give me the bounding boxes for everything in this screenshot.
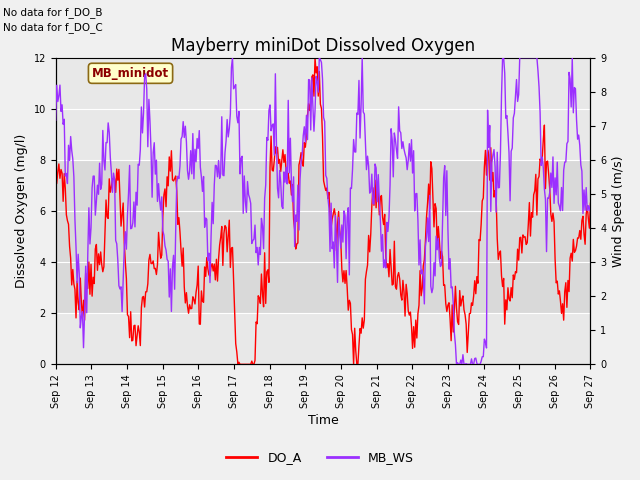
X-axis label: Time: Time: [308, 414, 339, 427]
Y-axis label: Dissolved Oxygen (mg/l): Dissolved Oxygen (mg/l): [15, 134, 28, 288]
Text: No data for f_DO_B: No data for f_DO_B: [3, 7, 102, 18]
Y-axis label: Wind Speed (m/s): Wind Speed (m/s): [612, 155, 625, 267]
Bar: [56, 160, 591, 313]
Text: MB_minidot: MB_minidot: [92, 67, 169, 80]
Text: No data for f_DO_C: No data for f_DO_C: [3, 22, 103, 33]
Title: Mayberry miniDot Dissolved Oxygen: Mayberry miniDot Dissolved Oxygen: [171, 36, 475, 55]
Legend: DO_A, MB_WS: DO_A, MB_WS: [221, 446, 419, 469]
